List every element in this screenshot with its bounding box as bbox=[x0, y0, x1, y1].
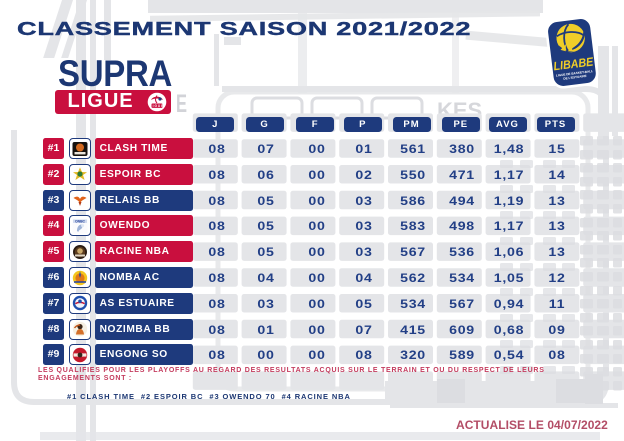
svg-text:LIBABE: LIBABE bbox=[553, 54, 595, 73]
svg-text:ONBC: ONBC bbox=[75, 219, 86, 223]
svg-text:LIGUE: LIGUE bbox=[149, 104, 164, 108]
svg-text:E: E bbox=[176, 90, 187, 118]
svg-text:LIGUE DE BASKET-BALL: LIGUE DE BASKET-BALL bbox=[556, 69, 594, 78]
svg-text:DE L'ESTUAIRE: DE L'ESTUAIRE bbox=[563, 74, 587, 81]
